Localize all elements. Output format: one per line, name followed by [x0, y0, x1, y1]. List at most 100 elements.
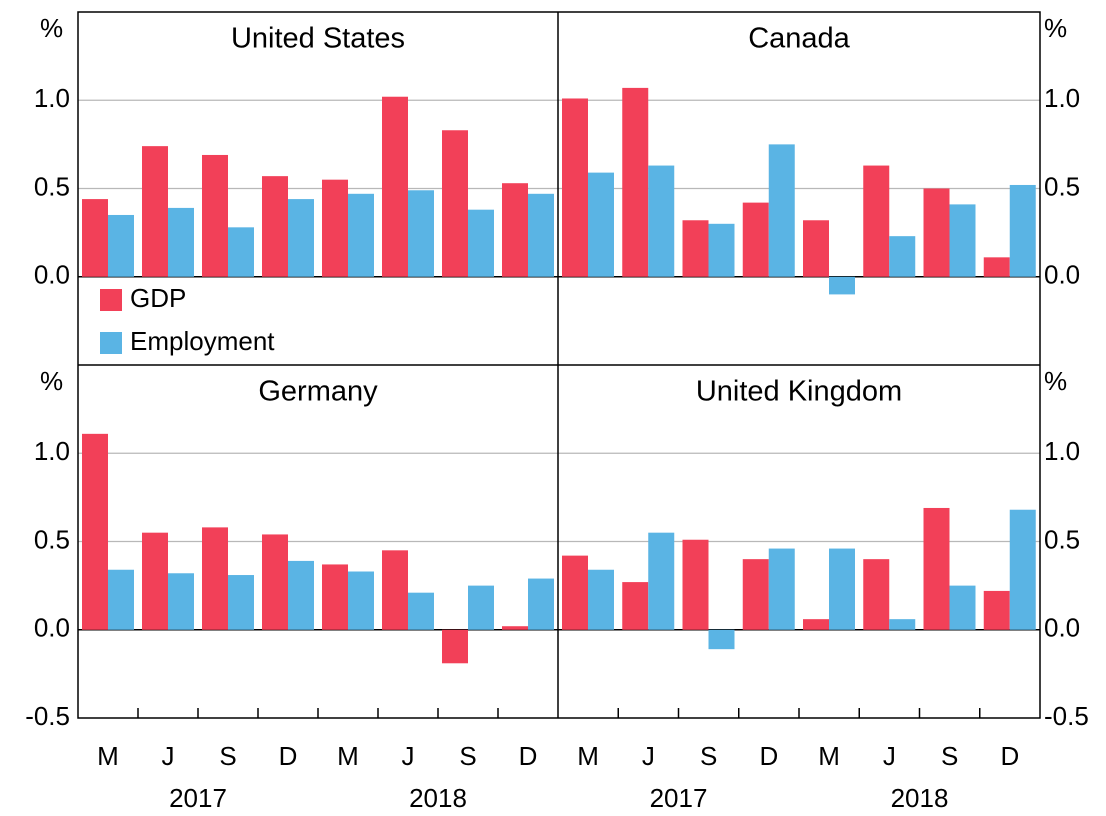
- x-tick-label: J: [883, 741, 896, 771]
- x-tick-label: S: [459, 741, 476, 771]
- year-label: 2017: [650, 783, 708, 813]
- bar: [682, 539, 709, 630]
- y-tick-label: 0.5: [1044, 171, 1080, 201]
- x-tick-label: S: [219, 741, 236, 771]
- year-label: 2017: [169, 783, 227, 813]
- bar: [468, 209, 494, 277]
- panel-title: Germany: [258, 376, 378, 408]
- legend-label: GDP: [130, 283, 186, 313]
- bar: [202, 527, 228, 630]
- bar: [708, 223, 735, 277]
- y-tick-label: 1.0: [1044, 436, 1080, 466]
- bar: [889, 619, 916, 630]
- bar: [829, 548, 855, 630]
- x-tick-label: D: [759, 741, 778, 771]
- x-tick-label: D: [519, 741, 538, 771]
- bar: [983, 590, 1010, 630]
- panel-title: United Kingdom: [696, 376, 902, 408]
- bar: [228, 575, 254, 630]
- bar: [288, 199, 314, 277]
- bar: [742, 559, 769, 630]
- x-tick-label: M: [818, 741, 840, 771]
- bar: [829, 276, 855, 295]
- x-tick-label: J: [642, 741, 655, 771]
- x-tick-label: D: [1000, 741, 1019, 771]
- bar: [803, 619, 829, 630]
- x-tick-label: M: [337, 741, 359, 771]
- legend-label: Employment: [130, 326, 275, 356]
- bar: [142, 532, 168, 630]
- x-tick-label: S: [941, 741, 958, 771]
- bar: [588, 172, 614, 277]
- bar: [168, 573, 194, 630]
- bar: [168, 207, 194, 277]
- y-tick-label: 0.5: [1044, 524, 1080, 554]
- bar: [262, 534, 288, 630]
- bar: [708, 629, 735, 650]
- x-tick-label: J: [162, 741, 175, 771]
- bar: [502, 183, 528, 277]
- year-label: 2018: [409, 783, 467, 813]
- bar: [202, 154, 228, 277]
- bar: [983, 257, 1010, 277]
- bar: [528, 578, 554, 630]
- y-axis-label: %: [1044, 13, 1067, 43]
- bar: [1009, 184, 1036, 277]
- y-tick-label: 1.0: [34, 83, 70, 113]
- y-tick-label: -0.5: [25, 701, 70, 731]
- y-tick-label: 0.0: [1044, 260, 1080, 290]
- x-tick-label: D: [279, 741, 298, 771]
- bar: [949, 585, 976, 630]
- bar: [648, 532, 675, 630]
- bar: [768, 144, 795, 277]
- bar: [262, 176, 288, 277]
- bar: [322, 564, 348, 630]
- bar: [468, 585, 494, 630]
- bar: [949, 204, 976, 277]
- bar: [502, 626, 528, 630]
- bar: [803, 220, 829, 277]
- bar: [923, 188, 950, 277]
- bar: [682, 220, 709, 277]
- x-tick-label: M: [577, 741, 599, 771]
- bar: [442, 130, 468, 277]
- y-axis-label: %: [40, 366, 63, 396]
- bar: [408, 592, 434, 630]
- bar: [408, 190, 434, 277]
- bar: [142, 146, 168, 277]
- bar: [588, 569, 614, 630]
- bar: [82, 433, 108, 630]
- bar: [863, 165, 890, 277]
- legend-swatch: [100, 289, 122, 311]
- bar: [228, 227, 254, 277]
- bar: [923, 507, 950, 630]
- y-tick-label: 1.0: [1044, 83, 1080, 113]
- bar: [768, 548, 795, 630]
- panel-title: Canada: [748, 23, 850, 55]
- panel-title: United States: [231, 23, 405, 55]
- y-tick-label: -0.5: [1044, 701, 1089, 731]
- legend-swatch: [100, 332, 122, 354]
- bar: [1009, 509, 1036, 630]
- bar: [382, 550, 408, 630]
- year-label: 2018: [891, 783, 949, 813]
- bar: [648, 165, 675, 277]
- bar: [348, 193, 374, 277]
- bar: [442, 629, 468, 664]
- y-tick-label: 0.0: [34, 613, 70, 643]
- bar: [863, 559, 890, 630]
- bar: [348, 571, 374, 630]
- y-axis-label: %: [40, 13, 63, 43]
- x-tick-label: S: [700, 741, 717, 771]
- bar: [622, 582, 649, 630]
- bar: [562, 555, 588, 630]
- y-axis-label: %: [1044, 366, 1067, 396]
- bar: [82, 199, 108, 277]
- y-tick-label: 1.0: [34, 436, 70, 466]
- y-tick-label: 0.0: [34, 260, 70, 290]
- bar: [889, 236, 916, 277]
- y-tick-label: 0.0: [1044, 613, 1080, 643]
- bar: [562, 98, 588, 277]
